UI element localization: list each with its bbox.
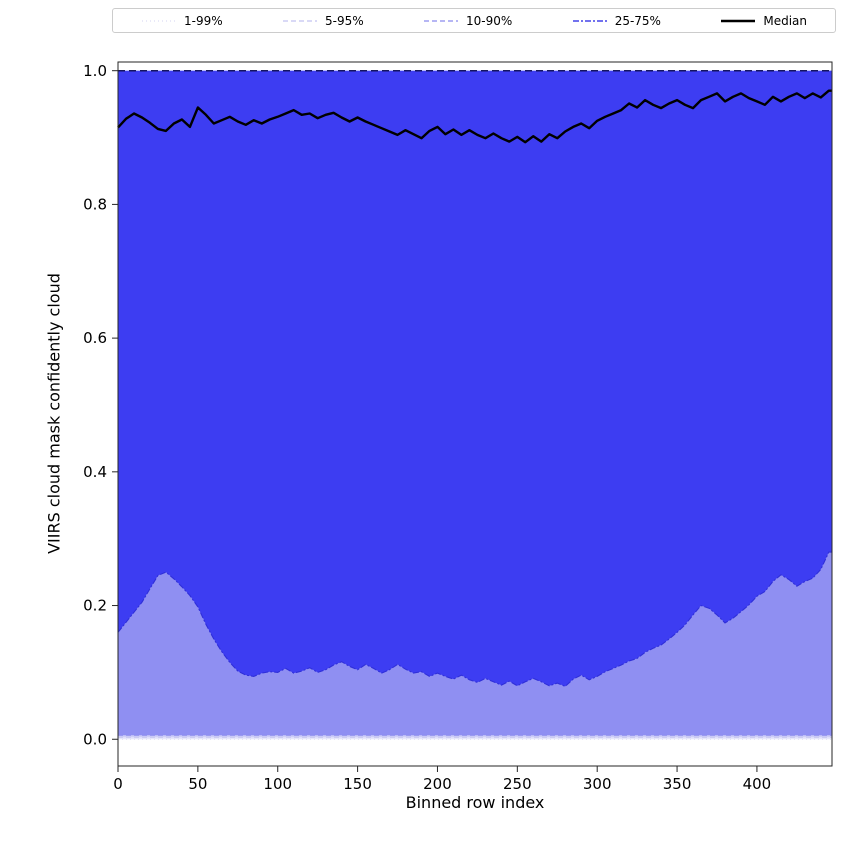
x-tick-label: 100	[263, 775, 292, 793]
x-tick-label: 150	[343, 775, 372, 793]
legend-label: 1-99%	[184, 13, 223, 28]
x-tick-label: 0	[113, 775, 123, 793]
band-fill-25-75%	[118, 70, 832, 687]
y-tick-label: 0.8	[83, 196, 107, 214]
median-line	[117, 89, 832, 144]
x-tick-label: 200	[423, 775, 452, 793]
legend-label: Median	[763, 13, 807, 28]
legend-item: Median	[720, 14, 807, 28]
y-tick-label: 1.0	[83, 62, 107, 80]
x-tick-label: 250	[503, 775, 532, 793]
legend-line-sample	[283, 19, 318, 22]
axes-spines	[117, 61, 833, 767]
legend-label: 10-90%	[466, 13, 513, 28]
x-tick-label: 300	[583, 775, 612, 793]
y-tick-label: 0.2	[83, 597, 107, 615]
x-tick-label: 400	[743, 775, 772, 793]
legend: 1-99% 5-95% 10-90% 25-75% Median	[112, 8, 836, 33]
legend-line-sample	[142, 19, 176, 22]
legend-item: 5-95%	[282, 14, 364, 28]
band-lower-line-25-75%	[117, 551, 832, 688]
legend-item: 25-75%	[572, 14, 661, 28]
legend-line-sample	[424, 19, 459, 22]
legend-label: 25-75%	[614, 13, 661, 28]
y-tick-label: 0.4	[83, 463, 107, 481]
legend-line-sample	[572, 19, 607, 22]
y-tick-label: 0.6	[83, 329, 107, 347]
y-axis-label: VIIRS cloud mask confidently cloud	[44, 273, 64, 554]
legend-item: 1-99%	[141, 14, 223, 28]
x-tick-label: 350	[663, 775, 692, 793]
legend-label: 5-95%	[325, 13, 364, 28]
y-tick-label: 0.0	[83, 730, 107, 748]
x-axis-label: Binned row index	[405, 793, 545, 812]
legend-line-sample	[721, 19, 756, 22]
x-tick-label: 50	[188, 775, 207, 793]
legend-item: 10-90%	[423, 14, 512, 28]
